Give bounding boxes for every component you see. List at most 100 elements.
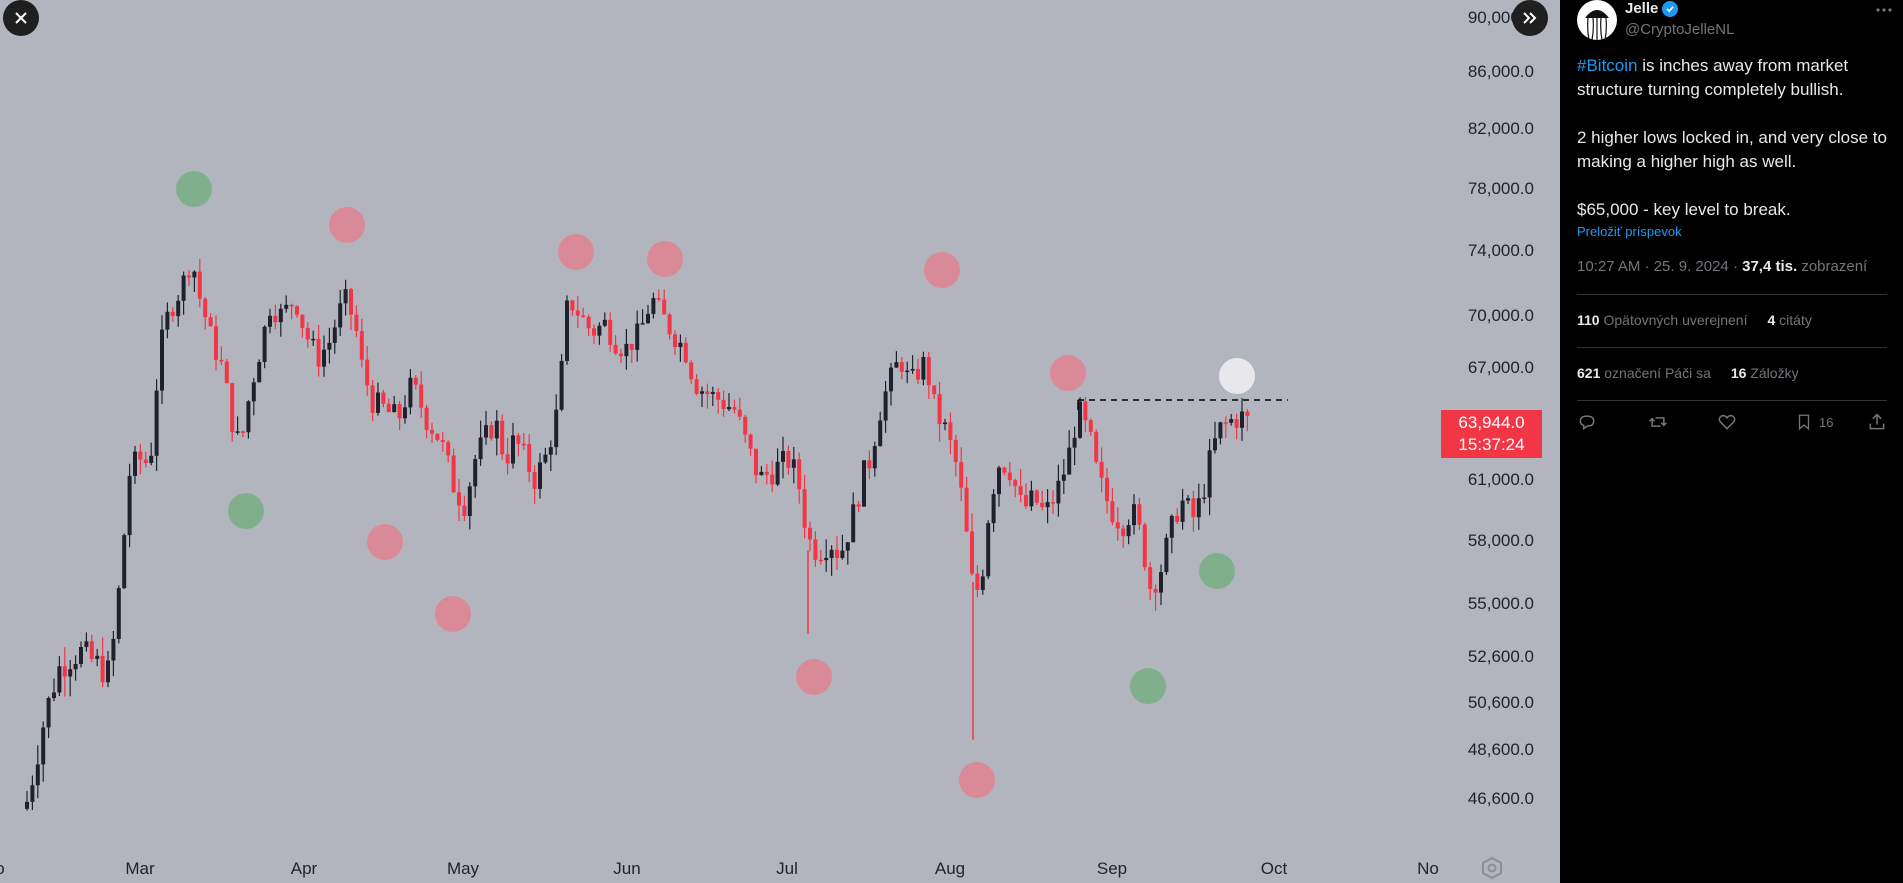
current-price: 63,944.0 xyxy=(1458,413,1525,432)
candle-body xyxy=(278,308,283,323)
candle-body xyxy=(970,531,974,574)
candle-body xyxy=(608,319,613,345)
y-tick-label: 61,000.0 xyxy=(1468,470,1534,489)
repost-button[interactable] xyxy=(1647,412,1669,432)
bookmarks-stat[interactable]: 16 Záložky xyxy=(1730,365,1799,381)
candle-body xyxy=(1013,480,1018,487)
reply-icon xyxy=(1579,415,1595,431)
candle-body xyxy=(667,314,672,335)
candle-body xyxy=(1164,537,1169,573)
reply-button[interactable] xyxy=(1577,412,1597,432)
candle-body xyxy=(1240,411,1244,428)
candle-body xyxy=(73,663,78,670)
translate-link[interactable]: Preložiť príspevok xyxy=(1577,224,1682,239)
x-tick-label: Aug xyxy=(935,859,965,878)
swing-marker xyxy=(176,171,212,207)
candle-body xyxy=(781,450,785,462)
candle-body xyxy=(629,343,634,350)
candle-body xyxy=(1234,419,1239,428)
candle-body xyxy=(786,450,791,468)
quotes-stat[interactable]: 4 citáty xyxy=(1767,312,1812,328)
candle-body xyxy=(948,422,953,440)
y-tick-label: 70,000.0 xyxy=(1468,306,1534,325)
candle-body xyxy=(862,460,866,507)
candle-body xyxy=(408,377,413,408)
candle-body xyxy=(575,310,580,316)
like-button[interactable] xyxy=(1717,412,1737,432)
candle-body xyxy=(829,549,834,558)
candle-body xyxy=(597,325,602,336)
repost-icon xyxy=(1649,417,1667,427)
candle-body xyxy=(1034,490,1039,503)
candle-body xyxy=(889,367,893,392)
candle-body xyxy=(316,338,321,367)
candle-body xyxy=(122,535,127,589)
reposts-stat[interactable]: 110 Opätovných uverejnení xyxy=(1577,312,1748,328)
candle-body xyxy=(284,304,289,309)
candle-body xyxy=(1169,515,1174,538)
share-icon xyxy=(1869,413,1885,430)
candle-body xyxy=(543,454,548,463)
hexagon-settings-icon xyxy=(1482,856,1502,880)
candle-body xyxy=(446,442,451,456)
candle-body xyxy=(462,505,467,516)
candle-body xyxy=(100,655,105,683)
candle-body xyxy=(1061,474,1066,481)
candle-body xyxy=(235,431,240,433)
candle-body xyxy=(737,409,742,417)
bookmark-button[interactable]: 16 xyxy=(1795,412,1833,432)
likes-stat[interactable]: 621 označení Páči sa xyxy=(1577,365,1711,381)
views-label: zobrazení xyxy=(1797,258,1868,275)
tweet-time[interactable]: 10:27 AM · 25. 9. 2024 · xyxy=(1577,258,1743,275)
candle-body xyxy=(79,647,83,664)
hexagon-settings-icon-dot xyxy=(1487,863,1497,873)
tweet-line-1-text: is inches away from market structure tur… xyxy=(1577,56,1849,99)
candle-body xyxy=(1159,572,1163,593)
candle-body xyxy=(770,474,775,485)
candle-body xyxy=(1045,502,1050,508)
candle-body xyxy=(311,338,316,341)
author-name[interactable]: Jelle xyxy=(1625,0,1679,17)
expand-button[interactable] xyxy=(1512,0,1548,36)
x-tick-label: o xyxy=(0,859,5,878)
share-button[interactable] xyxy=(1867,412,1887,432)
candle-body xyxy=(624,343,629,357)
candle-body xyxy=(403,407,407,419)
candle-body xyxy=(500,420,505,455)
candle-body xyxy=(602,319,607,326)
y-tick-label: 82,000.0 xyxy=(1468,119,1534,138)
candle-body xyxy=(435,433,440,441)
divider xyxy=(1577,294,1887,295)
candle-body xyxy=(1180,500,1185,522)
close-button[interactable] xyxy=(3,0,39,36)
candle-body xyxy=(613,344,618,354)
candle-body xyxy=(187,275,191,278)
hashtag-link[interactable]: #Bitcoin xyxy=(1577,56,1638,75)
candle-body xyxy=(181,275,186,301)
candle-body xyxy=(192,271,197,278)
x-tick-label: Oct xyxy=(1261,859,1288,878)
candle-body xyxy=(197,271,202,299)
candle-body xyxy=(635,323,640,350)
engagement-row-2: 621 označení Páči sa 16 Záložky xyxy=(1577,365,1799,381)
candle-body xyxy=(797,459,802,490)
swing-marker xyxy=(796,659,832,695)
candle-body xyxy=(1115,522,1120,529)
candle-body xyxy=(230,383,235,433)
candle-body xyxy=(959,462,964,488)
candle-body xyxy=(673,334,677,348)
avatar[interactable] xyxy=(1577,0,1617,40)
candle-countdown: 15:37:24 xyxy=(1458,435,1525,454)
candle-body xyxy=(926,356,931,386)
more-icon[interactable] xyxy=(1875,0,1893,18)
candle-body xyxy=(1040,502,1045,508)
candle-body xyxy=(111,638,116,661)
candle-body xyxy=(262,326,267,362)
candle-body xyxy=(392,404,397,412)
candle-body xyxy=(538,462,542,489)
candle-body xyxy=(851,504,856,543)
author-handle[interactable]: @CryptoJelleNL xyxy=(1625,21,1735,38)
candle-body xyxy=(824,557,829,561)
candle-body xyxy=(764,471,769,475)
candle-body xyxy=(1186,498,1190,501)
